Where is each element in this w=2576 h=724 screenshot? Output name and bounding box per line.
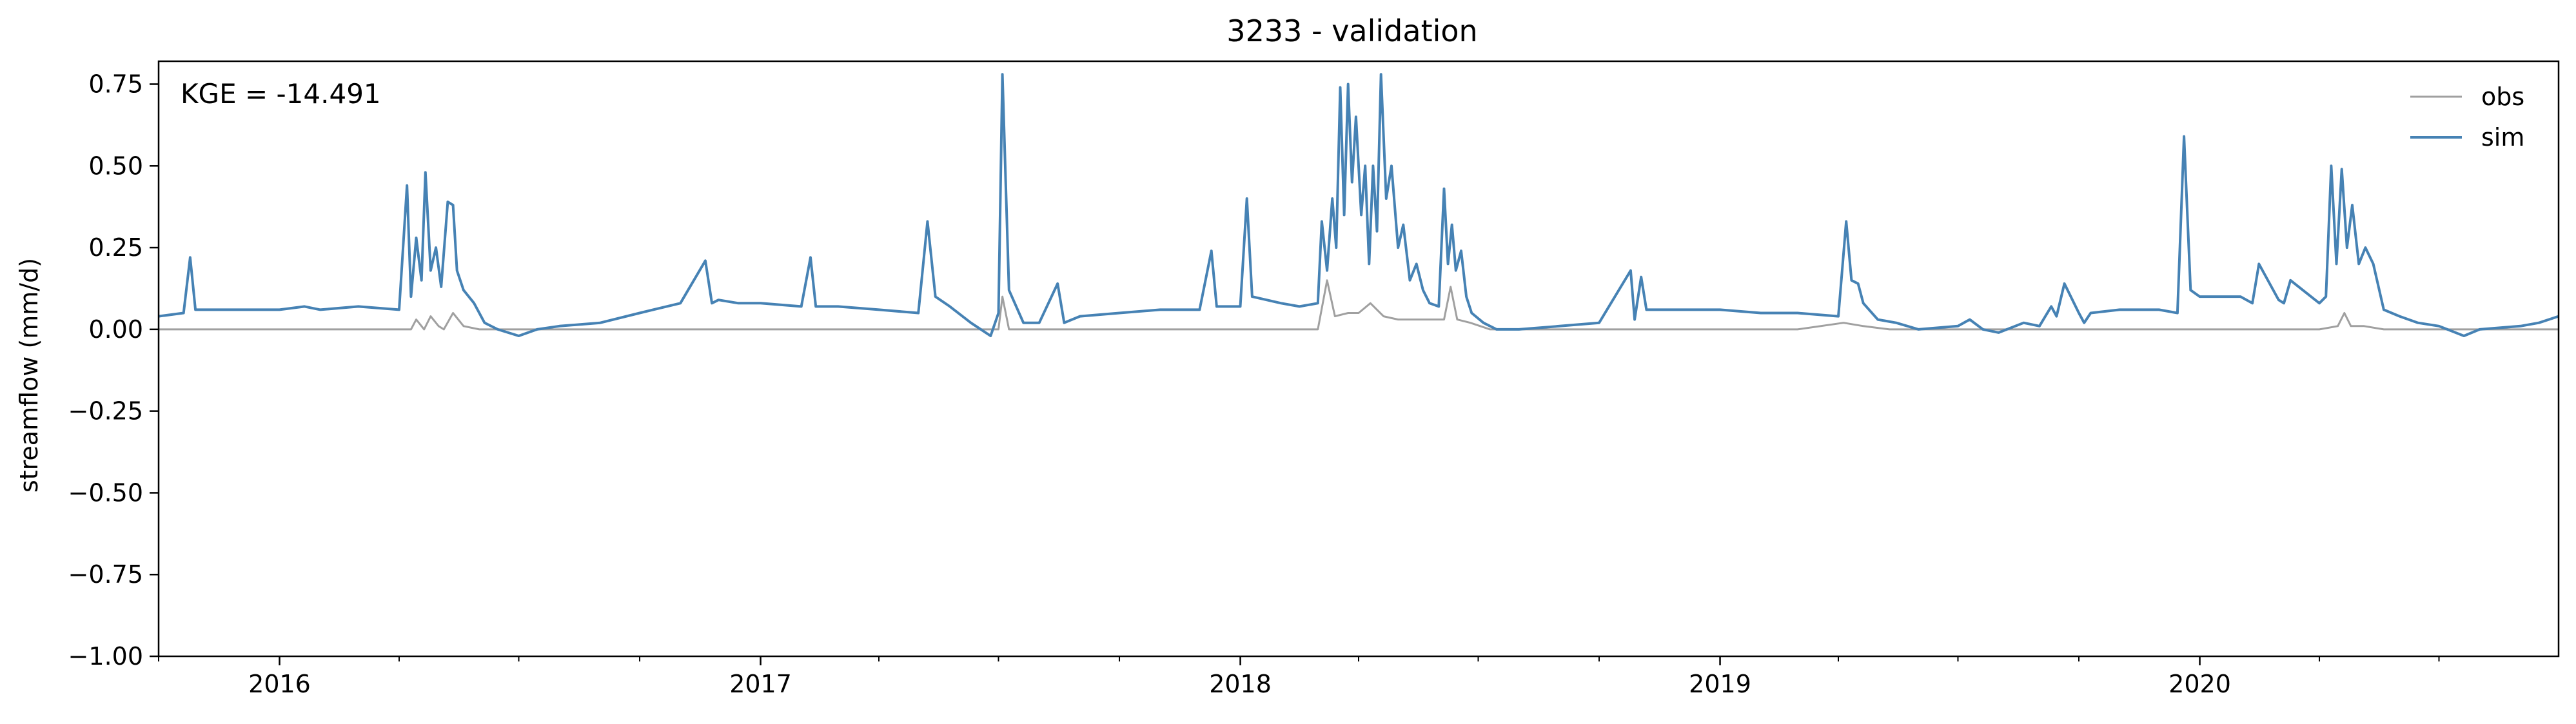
chart-title: 3233 - validation (1226, 14, 1477, 48)
y-tick-label: −0.75 (68, 560, 143, 589)
axes: 0.75 0.50 0.25 0.00 −0.25 −0.50 −0.75 −1.00 2016… (68, 60, 2560, 698)
y-tick-label: 0.50 (88, 152, 143, 180)
plot-area (158, 73, 2559, 337)
legend: obs sim (2410, 83, 2524, 152)
x-tick-label: 2017 (729, 670, 792, 698)
legend-label-sim: sim (2481, 123, 2524, 152)
y-tick-label: 0.25 (88, 233, 143, 262)
y-tick-label: −0.25 (68, 397, 143, 426)
y-tick-label: 0.75 (88, 70, 143, 99)
y-tick-label: −0.50 (68, 478, 143, 507)
y-tick-label: 0.00 (88, 315, 143, 344)
kge-annotation: KGE = -14.491 (181, 78, 381, 110)
x-tick-label: 2020 (2168, 670, 2231, 698)
legend-label-obs: obs (2481, 83, 2524, 111)
series-line-obs (159, 279, 2559, 331)
y-tick-label: −1.00 (68, 642, 143, 670)
x-tick-label: 2016 (248, 670, 311, 698)
x-tick-label: 2018 (1209, 670, 1272, 698)
x-tick-label: 2019 (1689, 670, 1751, 698)
series-line-sim (158, 73, 2559, 337)
y-axis-label: streamflow (mm/d) (15, 258, 43, 493)
